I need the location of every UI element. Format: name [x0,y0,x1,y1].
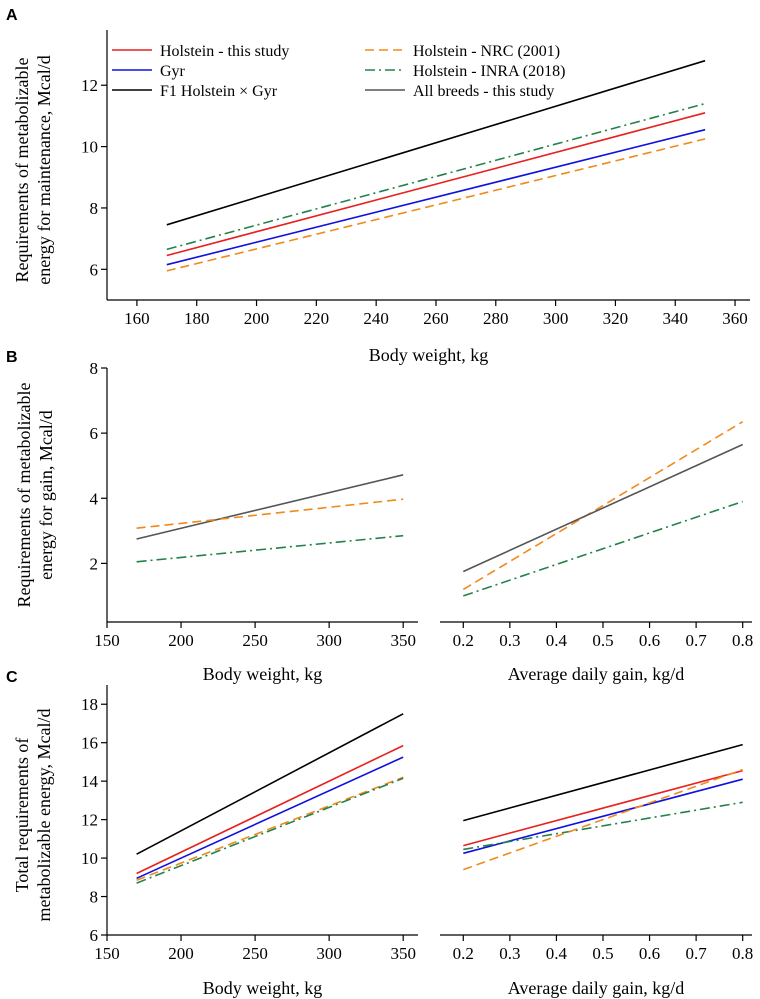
panel-label-b: B [6,349,18,366]
y-tick-label: 6 [90,260,99,279]
y-tick-label: 12 [81,76,98,95]
x-tick-label: 260 [423,309,449,328]
y-axis-title-line: Requirements of metabolizable [14,383,34,608]
x-tick-label: 0.5 [592,631,613,650]
x-tick-label: 0.5 [592,944,613,963]
legend-label: F1 Holstein × Gyr [160,83,278,100]
y-tick-label: 8 [90,199,99,218]
panel-label-a: A [6,7,18,24]
legend: Holstein - this study Gyr F1 Holstein × Gy… [112,43,565,100]
x-tick-label: 200 [168,944,194,963]
y-axis-title-line: metabolizable energy, Mcal/d [34,709,54,922]
series-line-f1-holstein-gyr [136,713,404,855]
x-tick-label: 320 [603,309,629,328]
legend-label: All breeds - this study [413,83,554,100]
x-tick-label: 250 [242,631,268,650]
series-line-holstein-nrc [463,768,743,871]
y-tick-label: 18 [81,695,98,714]
y-tick-label: 10 [81,138,98,157]
plot-c-right: 0.2 0.3 0.4 0.5 0.6 0.7 0.8 Average daily gain,… [440,743,753,998]
y-tick-label: 4 [90,489,99,508]
x-tick-label: 220 [304,309,330,328]
y-axis-title-line: Total requirements of [12,738,32,893]
x-tick-label: 300 [316,944,342,963]
x-axis-title: Body weight, kg [369,345,489,365]
x-tick-label: 0.2 [453,631,474,650]
x-tick-label: 300 [316,631,342,650]
y-tick-label: 10 [81,849,98,868]
x-tick-label: 0.8 [732,944,753,963]
x-tick-label: 240 [363,309,389,328]
x-tick-label: 200 [168,631,194,650]
x-axis-title: Body weight, kg [203,978,323,998]
y-tick-label: 2 [90,554,99,573]
y-tick-label: 6 [90,926,99,945]
x-tick-label: 150 [94,944,120,963]
series-line-holstein-inra [463,801,743,851]
y-tick-label: 16 [81,734,98,753]
series-line-all-breeds [136,474,404,540]
x-tick-label: 160 [124,309,150,328]
series-line-holstein-nrc [462,421,744,591]
series-line-holstein-this-study [136,744,404,875]
x-tick-label: 0.3 [499,944,520,963]
y-tick-label: 12 [81,811,98,830]
x-tick-label: 0.4 [546,944,568,963]
x-tick-label: 0.8 [732,631,753,650]
x-tick-label: 180 [184,309,210,328]
x-tick-label: 0.7 [685,944,707,963]
x-tick-label: 0.7 [685,631,707,650]
x-tick-label: 0.4 [546,631,568,650]
x-tick-label: 250 [242,944,268,963]
plot-b-right: 0.2 0.3 0.4 0.5 0.6 0.7 0.8 Average daily gain,… [440,421,753,684]
legend-label: Gyr [160,63,186,80]
legend-label: Holstein - this study [160,43,289,60]
x-axis-title: Average daily gain, kg/d [508,978,685,998]
legend-label: Holstein - NRC (2001) [413,43,560,60]
y-tick-label: 8 [90,359,99,378]
series-line-holstein-nrc [166,138,706,272]
x-tick-label: 0.6 [639,631,660,650]
x-tick-label: 280 [483,309,509,328]
x-tick-label: 0.3 [499,631,520,650]
plot-b-left: 150 200 250 300 350 Body weight, kg 2 4 6 8 Requir… [14,359,418,684]
x-tick-label: 150 [94,631,120,650]
x-tick-label: 200 [244,309,270,328]
x-tick-label: 360 [722,309,748,328]
x-tick-label: 350 [390,631,416,650]
x-axis-title: Body weight, kg [203,664,323,684]
series-line-f1-holstein-gyr [166,59,706,226]
series-line-f1-holstein-gyr [463,743,743,822]
x-tick-label: 300 [543,309,569,328]
y-tick-label: 6 [90,424,99,443]
series-line-holstein-nrc [136,776,404,881]
x-tick-label: 0.2 [453,944,474,963]
series-line-all-breeds [462,443,744,573]
series-line-holstein-inra [166,102,706,251]
x-tick-label: 350 [390,944,416,963]
series-line-holstein-inra [136,777,404,884]
series-line-holstein-inra [463,500,743,597]
y-axis-title-line: Requirements of metabolizable [12,58,32,283]
x-axis-title: Average daily gain, kg/d [508,664,685,684]
x-tick-label: 340 [662,309,688,328]
plots-group: 160 180 200 220 240 260 280 300 320 340 360 Body we… [12,30,753,998]
series-line-gyr [166,128,706,266]
series-line-holstein-nrc [136,498,404,529]
plot-a: 160 180 200 220 240 260 280 300 320 340 360 Body we… [12,30,750,365]
plot-c-left: 150 200 250 300 350 Body weight, kg 6 8 10 12 14 16… [12,685,418,998]
y-axis-title-line: energy for gain, Mcal/d [36,410,56,580]
x-tick-label: 0.6 [639,944,660,963]
series-line-holstein-this-study [166,112,706,257]
series-line-holstein-inra [136,534,404,563]
panel-label-c: C [6,669,18,686]
series-line-holstein-this-study [463,769,743,847]
series-line-gyr [136,756,404,880]
y-tick-label: 8 [90,888,99,907]
y-axis-title-line: energy for maintenance, Mcal/d [34,55,54,285]
legend-label: Holstein - INRA (2018) [413,63,565,80]
y-tick-label: 14 [81,772,99,791]
